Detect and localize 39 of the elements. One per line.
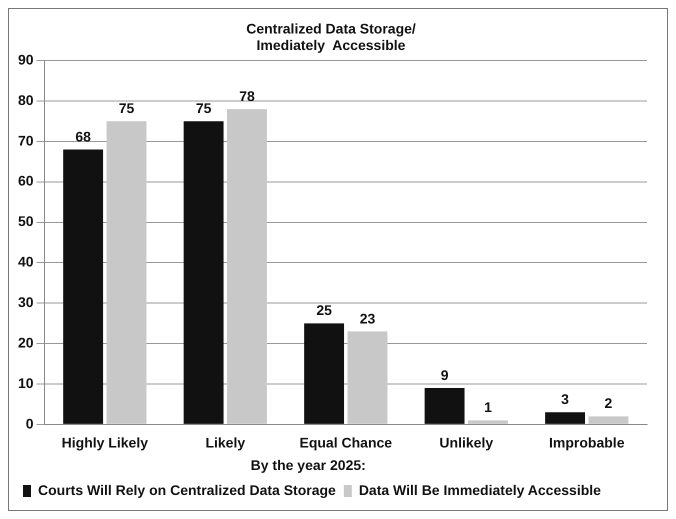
- bar: [304, 323, 344, 424]
- y-tick-label: 90: [18, 51, 34, 68]
- data-label: 25: [316, 302, 332, 318]
- x-tick-label: Likely: [205, 434, 246, 451]
- x-tick-label: Improbable: [549, 434, 625, 451]
- y-tick-label: 40: [18, 254, 34, 270]
- bar: [184, 121, 224, 424]
- y-tick-label: 70: [18, 132, 34, 148]
- legend-title: By the year 2025:: [250, 457, 366, 474]
- y-tick-label: 30: [18, 294, 34, 310]
- y-tick-label: 0: [26, 415, 34, 432]
- y-tick-label: 60: [18, 172, 34, 189]
- data-label: 78: [239, 88, 255, 104]
- data-label: 68: [75, 128, 92, 144]
- y-tick-label: 20: [18, 334, 34, 350]
- data-label: 75: [196, 100, 212, 116]
- y-tick-label: 10: [18, 374, 34, 391]
- bar: [468, 420, 508, 424]
- data-label: 9: [440, 366, 449, 383]
- y-tick-label: 50: [18, 213, 34, 230]
- bar: [348, 331, 388, 424]
- data-label: 75: [118, 100, 134, 116]
- data-label: 2: [604, 395, 613, 412]
- bar: [545, 412, 586, 424]
- data-label: 23: [360, 310, 376, 326]
- legend-label: Data Will Be Immediately Accessible: [358, 482, 602, 498]
- legend-label: Courts Will Rely on Centralized Data Storage: [38, 482, 336, 498]
- bar: [106, 121, 146, 424]
- bar: [63, 150, 104, 424]
- data-label: 3: [561, 391, 570, 408]
- x-tick-label: Unlikely: [439, 434, 494, 451]
- data-label: 1: [484, 399, 492, 416]
- bar: [588, 416, 628, 424]
- bar: [424, 388, 465, 424]
- x-tick-label: Equal Chance: [299, 434, 392, 451]
- y-tick-label: 80: [18, 92, 34, 108]
- bar: [227, 109, 267, 424]
- x-tick-label: Highly Likely: [62, 434, 148, 451]
- chart-title: Centralized Data Storage/ Imediately Accessible: [246, 20, 416, 54]
